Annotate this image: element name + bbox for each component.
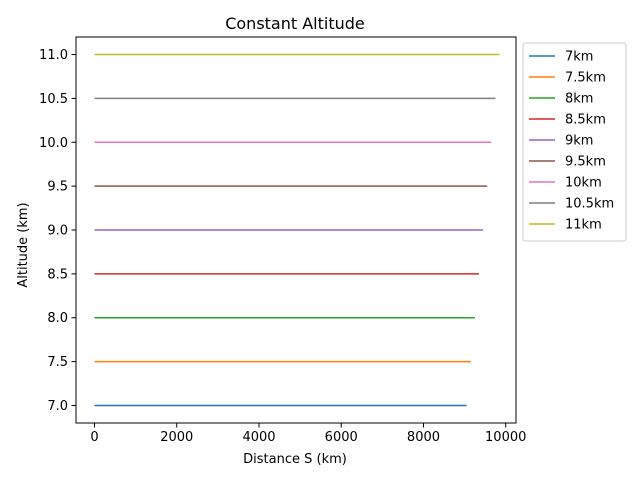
y-axis: 7.0 7.5 8.0 8.5 9.0 9.5 10.0 10.5 11.0 (39, 48, 76, 414)
y-tick-label: 11.0 (39, 48, 68, 63)
legend-box (522, 42, 627, 242)
x-tick-label: 10000 (485, 430, 526, 445)
x-axis: 0 2000 4000 6000 8000 10000 (90, 423, 526, 445)
legend-label: 11km (565, 218, 602, 233)
y-tick-label: 10.0 (39, 136, 68, 151)
legend-label: 9.5km (565, 155, 606, 170)
legend-label: 7.5km (565, 71, 606, 86)
y-tick-label: 7.5 (47, 355, 68, 370)
y-tick-label: 10.5 (39, 92, 68, 107)
x-tick-label: 8000 (407, 430, 440, 445)
legend: 7km 7.5km 8km 8.5km 9km 9.5km 10km 10.5km 11km (522, 42, 627, 242)
y-tick-label: 9.0 (47, 224, 68, 239)
y-tick-label: 9.5 (47, 180, 68, 195)
x-tick-label: 4000 (242, 430, 275, 445)
series-layer (94, 53, 500, 407)
y-tick-label: 8.5 (47, 267, 68, 282)
legend-label: 8km (565, 92, 593, 107)
legend-label: 7km (565, 50, 593, 65)
legend-label: 10km (565, 176, 602, 191)
legend-label: 8.5km (565, 113, 606, 128)
legend-label: 10.5km (565, 197, 614, 212)
y-tick-label: 8.0 (47, 311, 68, 326)
y-tick-label: 7.0 (47, 399, 68, 414)
y-axis-label: Altitude (km) (16, 202, 31, 287)
legend-label: 9km (565, 134, 593, 149)
x-axis-label: Distance S (km) (243, 452, 347, 467)
chart-title: Constant Altitude (225, 14, 365, 33)
x-tick-label: 6000 (325, 430, 358, 445)
x-tick-label: 2000 (160, 430, 193, 445)
x-tick-label: 0 (90, 430, 98, 445)
